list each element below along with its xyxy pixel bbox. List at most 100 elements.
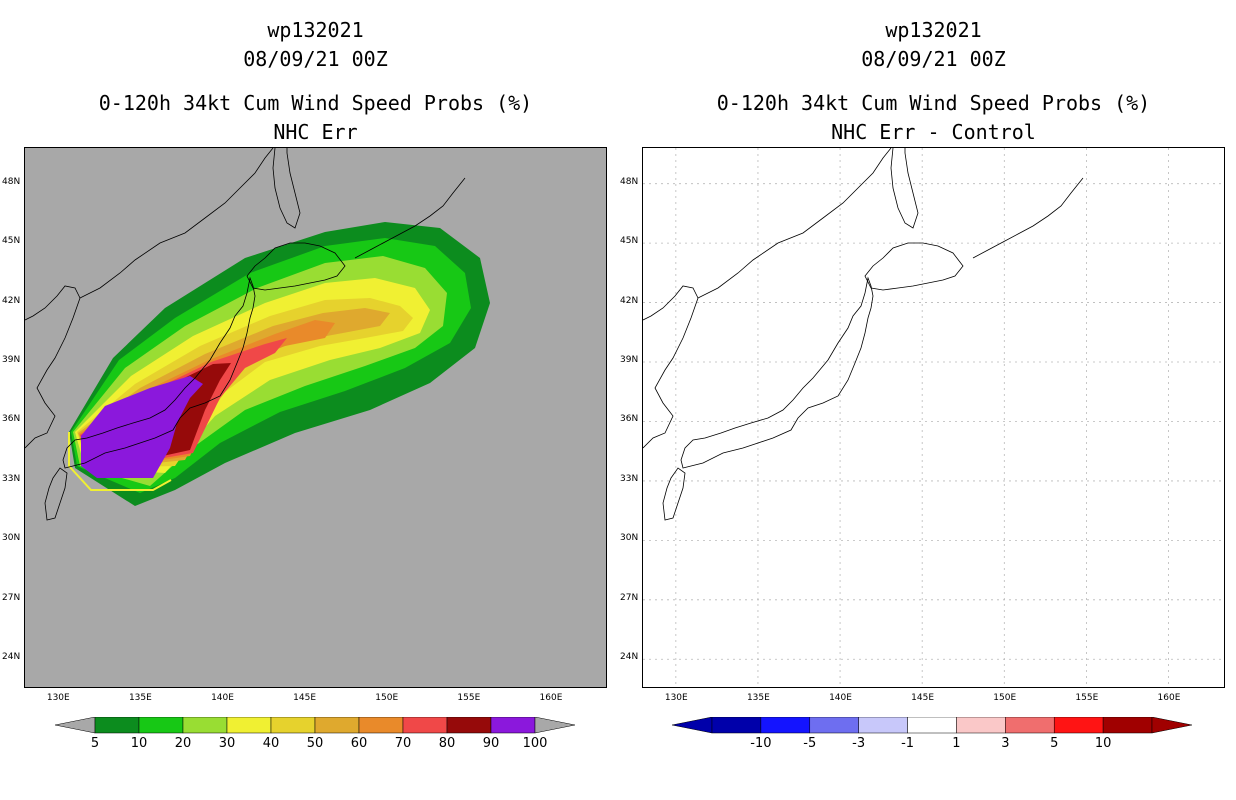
colorbar-swatch bbox=[402, 717, 448, 734]
colorbar-swatch bbox=[1005, 717, 1055, 734]
coastlines bbox=[643, 148, 1084, 521]
lat-tick-label: 39N bbox=[2, 355, 21, 366]
graticule bbox=[643, 148, 1224, 687]
lat-tick-label: 36N bbox=[2, 414, 21, 425]
lon-tick-label: 155E bbox=[457, 693, 481, 703]
colorbar-label: 10 bbox=[130, 736, 148, 751]
sakhalin-coast bbox=[890, 148, 919, 229]
korea-coast bbox=[643, 285, 699, 449]
lat-tick-label: 27N bbox=[620, 592, 639, 603]
left-title-variant: NHC Err bbox=[273, 120, 358, 144]
lat-tick-label: 45N bbox=[620, 236, 639, 247]
probability-contours bbox=[68, 222, 490, 506]
kyushu-coast bbox=[662, 467, 686, 521]
lat-tick-label: 30N bbox=[2, 533, 21, 544]
lat-tick-label: 36N bbox=[620, 414, 639, 425]
lat-tick-label: 48N bbox=[620, 176, 639, 187]
colorbar-label: 40 bbox=[262, 736, 280, 751]
hokkaido-coast bbox=[864, 242, 964, 291]
lat-tick-label: 27N bbox=[2, 592, 21, 603]
right-map-svg bbox=[643, 148, 1224, 687]
colorbar-swatch bbox=[1102, 717, 1153, 734]
colorbar-label: 100 bbox=[522, 736, 548, 751]
lon-tick-label: 160E bbox=[539, 693, 563, 703]
right-title-date: 08/09/21 00Z bbox=[861, 47, 1006, 71]
colorbar-label: 90 bbox=[482, 736, 500, 751]
lon-tick-label: 135E bbox=[746, 693, 770, 703]
kurils bbox=[972, 177, 1084, 259]
russia-coast bbox=[697, 148, 892, 299]
colorbar-extend-high bbox=[534, 717, 575, 734]
left-title-date: 08/09/21 00Z bbox=[243, 47, 388, 71]
colorbar-label: 70 bbox=[394, 736, 412, 751]
colorbar-swatch bbox=[94, 717, 140, 734]
lat-tick-label: 33N bbox=[2, 473, 21, 484]
lat-tick-label: 24N bbox=[620, 652, 639, 663]
colorbar-label: 10 bbox=[1094, 736, 1112, 751]
colorbar-label: 5 bbox=[90, 736, 100, 751]
colorbar-swatch bbox=[858, 717, 908, 734]
colorbar-swatch bbox=[138, 717, 184, 734]
coastlines bbox=[25, 148, 466, 521]
lon-tick-label: 145E bbox=[293, 693, 317, 703]
colorbar-swatch bbox=[226, 717, 272, 734]
lon-tick-label: 140E bbox=[211, 693, 234, 703]
korea-coast bbox=[25, 285, 81, 449]
colorbar-label: 3 bbox=[1001, 736, 1010, 751]
right-title-variant: NHC Err - Control bbox=[831, 120, 1036, 144]
lat-tick-label: 42N bbox=[2, 295, 21, 306]
lon-tick-label: 145E bbox=[911, 693, 935, 703]
contour-90 bbox=[81, 376, 203, 478]
left-title-product: 0-120h 34kt Cum Wind Speed Probs (%) bbox=[98, 91, 533, 115]
honshu-coast bbox=[62, 276, 256, 469]
colorbar-swatch bbox=[358, 717, 404, 734]
colorbar-swatch bbox=[907, 717, 957, 734]
lon-tick-label: 140E bbox=[829, 693, 852, 703]
sakhalin-coast bbox=[272, 148, 301, 229]
colorbar-label: 50 bbox=[306, 736, 324, 751]
hokkaido-coast bbox=[246, 242, 346, 291]
lon-tick-label: 135E bbox=[128, 693, 152, 703]
lon-tick-label: 150E bbox=[375, 693, 399, 703]
lon-tick-label: 130E bbox=[664, 693, 688, 703]
lon-tick-label: 150E bbox=[993, 693, 1017, 703]
colorbar-label: -1 bbox=[901, 736, 915, 751]
right-title-product: 0-120h 34kt Cum Wind Speed Probs (%) bbox=[716, 91, 1151, 115]
left-colorbar bbox=[55, 717, 575, 734]
colorbar-swatch bbox=[956, 717, 1006, 734]
lon-tick-label: 130E bbox=[46, 693, 70, 703]
colorbar-label: -10 bbox=[750, 736, 772, 751]
colorbar-swatch bbox=[182, 717, 228, 734]
lon-tick-label: 155E bbox=[1075, 693, 1099, 703]
colorbar-label: 80 bbox=[438, 736, 456, 751]
honshu-coast bbox=[680, 276, 874, 469]
colorbar-label: -3 bbox=[852, 736, 866, 751]
lat-tick-label: 39N bbox=[620, 355, 639, 366]
lat-tick-label: 30N bbox=[620, 533, 639, 544]
colorbar-extend-low bbox=[672, 717, 713, 734]
colorbar-label: -5 bbox=[803, 736, 817, 751]
russia-coast bbox=[79, 148, 274, 299]
left-map bbox=[24, 147, 607, 688]
colorbar-label: 1 bbox=[952, 736, 961, 751]
colorbar-extend-high bbox=[1151, 717, 1192, 734]
colorbar-swatch bbox=[446, 717, 492, 734]
colorbar-swatch bbox=[1053, 717, 1104, 734]
lat-tick-label: 33N bbox=[620, 473, 639, 484]
colorbar-label: 60 bbox=[350, 736, 368, 751]
colorbar-swatch bbox=[760, 717, 811, 734]
lat-tick-label: 45N bbox=[2, 236, 21, 247]
lat-tick-label: 42N bbox=[620, 295, 639, 306]
left-map-svg bbox=[25, 148, 490, 521]
lat-tick-label: 48N bbox=[2, 176, 21, 187]
colorbar-swatch bbox=[711, 717, 762, 734]
colorbar-swatch bbox=[314, 717, 360, 734]
colorbar-label: 20 bbox=[174, 736, 192, 751]
contour-90-edge bbox=[68, 432, 172, 491]
colorbar-label: 30 bbox=[218, 736, 236, 751]
colorbar-swatch bbox=[270, 717, 316, 734]
lon-tick-label: 160E bbox=[1157, 693, 1181, 703]
lat-tick-label: 24N bbox=[2, 652, 21, 663]
colorbar-extend-low bbox=[55, 717, 96, 734]
colorbar-swatch bbox=[490, 717, 536, 734]
